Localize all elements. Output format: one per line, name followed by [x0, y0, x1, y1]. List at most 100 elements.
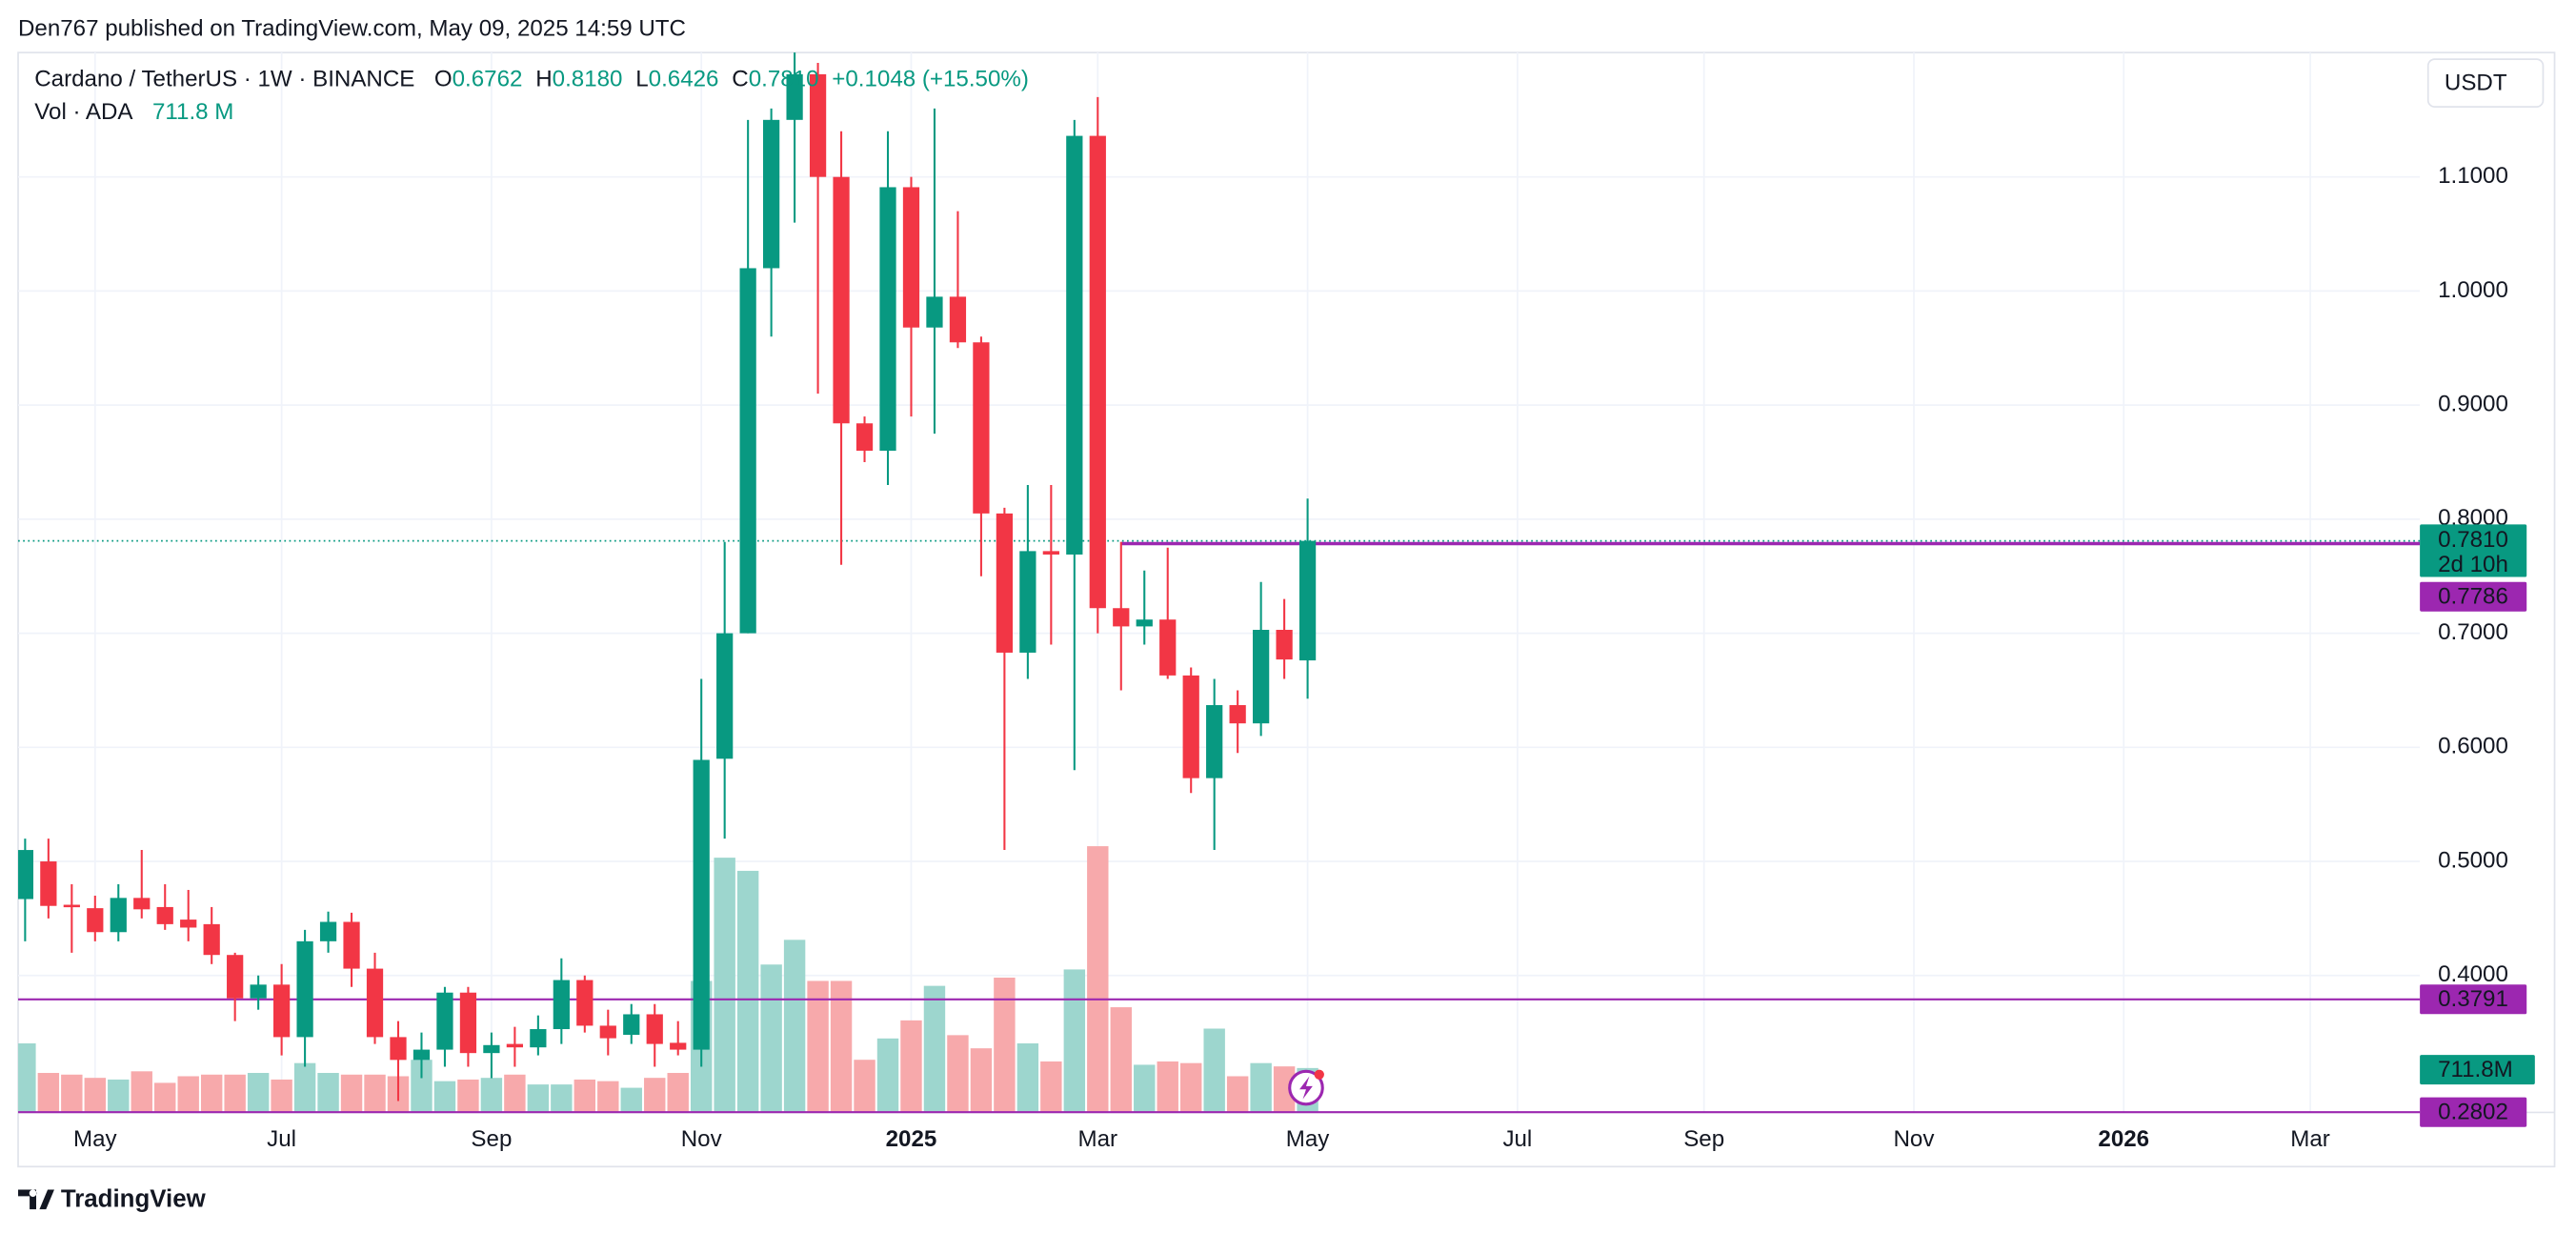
volume-bar: [504, 1074, 526, 1113]
replay-icon[interactable]: [1288, 1069, 1324, 1106]
volume-bar: [1250, 1062, 1272, 1113]
level-label: 0.7786: [2438, 583, 2508, 609]
volume-bar: [247, 1073, 270, 1113]
candle-body: [390, 1037, 407, 1061]
volume-bar: [411, 1060, 433, 1113]
byline: Den767 published on TradingView.com, May…: [18, 15, 686, 41]
candle-body: [902, 187, 920, 328]
volume-bar: [317, 1073, 339, 1113]
candle-body: [250, 984, 267, 999]
candle-body: [227, 955, 244, 999]
volume-bar: [527, 1084, 550, 1113]
volume-bar: [1016, 1043, 1039, 1113]
candle-body: [833, 176, 850, 424]
legend-main: Cardano / TetherUS · 1W · BINANCE O0.676…: [34, 67, 1029, 92]
candle-body: [1253, 629, 1270, 724]
candle-body: [693, 759, 710, 1050]
volume-layer: [18, 846, 1318, 1113]
chart-frame: [17, 51, 2556, 1168]
volume-bar: [1063, 969, 1086, 1113]
candle-body: [506, 1043, 524, 1048]
level-label: 0.2802: [2438, 1099, 2508, 1124]
candle-body: [973, 342, 990, 514]
candle-body: [156, 906, 173, 924]
level-label: 0.3791: [2438, 986, 2508, 1012]
x-tick-label: Sep: [1683, 1126, 1724, 1152]
volume-bar: [61, 1074, 83, 1113]
volume-axis-label: 711.8M: [2438, 1057, 2513, 1082]
candle-body: [110, 898, 127, 933]
volume-bar: [480, 1078, 503, 1113]
volume-bar: [177, 1076, 199, 1113]
volume-bar: [1110, 1007, 1132, 1113]
candle-body: [1298, 540, 1317, 661]
ohlc-value: 0.6762: [453, 67, 523, 92]
candle-body: [553, 980, 570, 1030]
volume-bar: [620, 1087, 642, 1113]
volume-bar: [433, 1081, 456, 1113]
level-badge: [2420, 984, 2527, 1015]
candle-body: [1019, 551, 1036, 653]
candle-body: [87, 908, 104, 933]
x-tick-label: Nov: [681, 1126, 722, 1152]
level-badge: [2420, 1097, 2527, 1127]
candle-body: [483, 1044, 500, 1054]
candle-body: [133, 898, 151, 910]
volume-name: Vol · ADA: [34, 99, 133, 125]
y-tick-label: 1.1000: [2438, 163, 2508, 189]
volume-bar: [293, 1062, 316, 1113]
candle-layer: [18, 52, 1317, 1102]
volume-bar: [783, 940, 806, 1113]
candle-body: [599, 1025, 616, 1039]
volume-bar: [714, 858, 735, 1113]
candle-body: [1042, 551, 1059, 555]
x-tick-label: May: [1286, 1126, 1331, 1152]
level-badge: [2420, 581, 2527, 612]
volume-bar: [1179, 1062, 1202, 1113]
replay-bolt[interactable]: [1299, 1076, 1313, 1100]
volume-bar: [131, 1071, 152, 1113]
ohlc-key: C: [732, 67, 748, 92]
volume-bar: [364, 1074, 386, 1113]
volume-bar: [1226, 1076, 1249, 1113]
volume-bar: [1040, 1061, 1062, 1113]
candle-body: [786, 73, 803, 120]
candle-body: [272, 984, 291, 1038]
x-tick-label: Jul: [1502, 1126, 1532, 1152]
candle-body: [763, 119, 780, 269]
legend-volume: Vol · ADA 711.8 M: [34, 99, 233, 125]
volume-bar: [854, 1060, 875, 1113]
last-price-badge: [2420, 524, 2527, 577]
volume-bar: [224, 1074, 246, 1113]
volume-bar: [736, 870, 759, 1113]
y-tick-label: 0.4000: [2438, 961, 2508, 987]
candle-body: [623, 1014, 640, 1036]
candle-body: [203, 923, 220, 956]
volume-value: 711.8 M: [152, 99, 233, 125]
x-tick-label: Nov: [1894, 1126, 1935, 1152]
candle-body: [1066, 135, 1083, 555]
volume-bar: [1087, 846, 1109, 1113]
volume-bar: [876, 1038, 899, 1113]
candle-body: [1276, 629, 1293, 660]
volume-bar: [760, 964, 782, 1113]
volume-bar: [551, 1084, 573, 1113]
ohlc-slot: O0.6762 H0.8180 L0.6426 C0.7810 +0.1048 (+15…: [434, 67, 1029, 92]
currency-button[interactable]: USDT: [2426, 58, 2545, 108]
candle-body: [1113, 608, 1130, 627]
replay-dot[interactable]: [1314, 1069, 1324, 1080]
countdown-label: 2d 10h: [2438, 552, 2508, 577]
x-tick-label: Jul: [267, 1126, 296, 1152]
volume-bar: [970, 1048, 993, 1113]
volume-bar: [667, 1073, 689, 1113]
currency-button-frame[interactable]: [2426, 58, 2545, 108]
candle-body: [646, 1014, 663, 1044]
x-tick-label: 2025: [886, 1126, 937, 1152]
candle-body: [319, 921, 337, 941]
currency-label[interactable]: USDT: [2445, 70, 2507, 95]
candle-body: [459, 992, 477, 1054]
volume-bar: [947, 1035, 969, 1113]
